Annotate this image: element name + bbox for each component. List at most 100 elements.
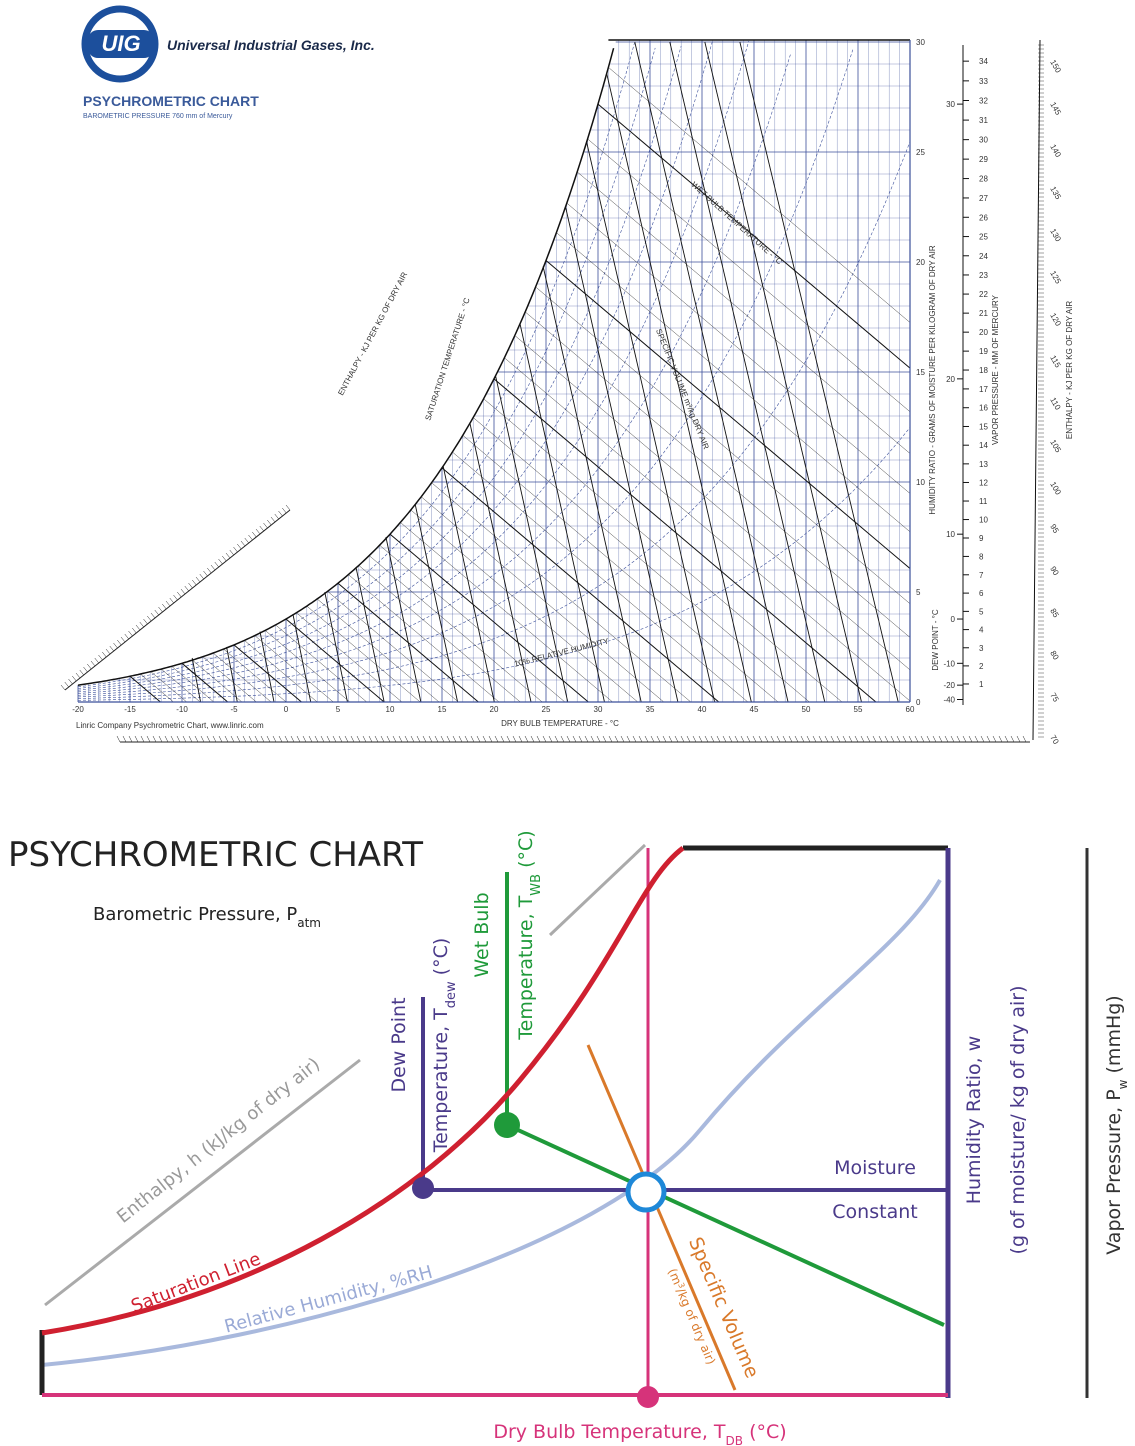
wet-bulb-line bbox=[597, 103, 911, 369]
dry-bulb-tick: -15 bbox=[124, 705, 136, 714]
humidity-ratio-tick: 30 bbox=[916, 38, 925, 47]
vapor-pressure-tick-label: 5 bbox=[979, 607, 984, 616]
psychrometric-chart: -20 -15 -10 -5 0 5 10 15 20 25 30 35 40 45 50 55 6005101… bbox=[60, 38, 1063, 746]
ruler-tick bbox=[254, 735, 259, 743]
wet-bulb-line bbox=[483, 398, 843, 703]
ruler-tick bbox=[134, 735, 139, 743]
ruler-tick bbox=[162, 603, 167, 610]
ruler-tick bbox=[225, 552, 231, 559]
dry-bulb-tick: 45 bbox=[750, 705, 759, 714]
text: Temperature, T bbox=[430, 1008, 452, 1153]
ruler-tick bbox=[722, 735, 727, 743]
vapor-pressure-tick-label: 34 bbox=[979, 57, 988, 66]
ruler-tick bbox=[248, 735, 253, 743]
ruler-tick bbox=[282, 507, 287, 514]
ruler-tick bbox=[68, 678, 73, 685]
ruler-tick bbox=[236, 735, 241, 743]
ruler-tick bbox=[380, 735, 385, 743]
ruler-tick bbox=[446, 735, 451, 743]
specific-volume-line bbox=[634, 41, 789, 703]
humidity-ratio-axis-title: HUMIDITY RATIO - GRAMS OF MOISTURE PER K… bbox=[928, 245, 937, 514]
wet-bulb-line bbox=[181, 662, 229, 703]
wet-bulb-diagonal bbox=[506, 1123, 945, 1327]
wet-bulb-line bbox=[233, 644, 302, 703]
ruler-tick bbox=[872, 735, 877, 743]
ruler-tick bbox=[524, 735, 529, 743]
vapor-pressure-tick-label: 25 bbox=[979, 233, 988, 242]
ruler-tick bbox=[237, 543, 242, 550]
ruler-tick bbox=[124, 633, 129, 640]
saturation-label: Saturation Line bbox=[128, 1249, 263, 1318]
ruler-tick bbox=[113, 642, 118, 649]
dew-point-tick-label: -40 bbox=[943, 696, 955, 705]
vapor-pressure-tick-label: 8 bbox=[979, 552, 984, 561]
specific-volume-line bbox=[191, 657, 202, 703]
ruler-tick bbox=[165, 600, 171, 607]
ruler-tick bbox=[530, 735, 535, 743]
wet-bulb-line bbox=[285, 618, 385, 703]
ruler-tick bbox=[154, 609, 159, 616]
wet-bulb-line bbox=[389, 533, 589, 703]
barometric-label: Barometric Pressure, Patm bbox=[93, 904, 321, 930]
enthalpy-tick-label: 105 bbox=[1048, 438, 1063, 455]
ruler-tick bbox=[824, 735, 829, 743]
ruler-tick bbox=[686, 735, 691, 743]
dew-point-axis-title: DEW POINT - °C bbox=[931, 609, 940, 670]
ruler-tick bbox=[416, 735, 421, 743]
humidity-ratio-label: Humidity Ratio, w bbox=[963, 1036, 985, 1205]
ruler-tick bbox=[1016, 735, 1021, 743]
ruler-tick bbox=[878, 735, 883, 743]
text: (°C) bbox=[743, 1421, 787, 1443]
enthalpy-tick-label: 85 bbox=[1048, 607, 1061, 620]
ruler-tick bbox=[620, 735, 625, 743]
ruler-tick bbox=[79, 669, 84, 676]
schematic-title: PSYCHROMETRIC CHART bbox=[8, 835, 423, 875]
ruler-tick bbox=[195, 576, 201, 583]
ruler-tick bbox=[290, 735, 295, 743]
specific-volume-line bbox=[739, 41, 899, 703]
wet-bulb-line bbox=[431, 482, 691, 703]
logo-ring bbox=[81, 5, 159, 83]
ruler-tick bbox=[214, 561, 219, 568]
ruler-tick bbox=[200, 735, 205, 743]
ruler-tick bbox=[326, 735, 331, 743]
ruler-tick bbox=[974, 735, 979, 743]
ruler-tick bbox=[560, 735, 565, 743]
specific-volume-line bbox=[519, 323, 605, 703]
ruler-tick bbox=[314, 735, 319, 743]
ruler-tick bbox=[218, 735, 223, 743]
subscript: dew bbox=[444, 981, 459, 1008]
vapor-pressure-tick-label: 7 bbox=[979, 571, 984, 580]
ruler-tick bbox=[860, 735, 865, 743]
ruler-tick bbox=[356, 735, 361, 743]
enthalpy-scale bbox=[1032, 39, 1041, 741]
ruler-tick bbox=[500, 735, 505, 743]
dry-bulb-tick: -10 bbox=[176, 705, 188, 714]
specific-volume-line bbox=[606, 72, 752, 703]
ruler-tick bbox=[222, 555, 227, 562]
vapor-pressure-tick-label: 2 bbox=[979, 662, 984, 671]
ruler-tick bbox=[428, 735, 433, 743]
ruler-tick bbox=[374, 735, 379, 743]
enthalpy-tick-label: 100 bbox=[1048, 480, 1063, 497]
ruler-tick bbox=[986, 735, 991, 743]
ruler-tick bbox=[992, 735, 997, 743]
saturation-label: SATURATION TEMPERATURE - °C bbox=[424, 297, 472, 422]
ruler-tick bbox=[980, 735, 985, 743]
ruler-tick bbox=[274, 513, 279, 520]
ruler-tick bbox=[194, 735, 199, 743]
ruler-tick bbox=[244, 537, 249, 544]
ruler-tick bbox=[206, 735, 211, 743]
ruler-tick bbox=[968, 735, 973, 743]
ruler-tick bbox=[259, 525, 264, 532]
ruler-tick bbox=[590, 735, 595, 743]
wet-bulb-line bbox=[535, 286, 911, 604]
specific-volume-line bbox=[495, 376, 569, 703]
ruler-tick bbox=[518, 735, 523, 743]
ruler-tick bbox=[854, 735, 859, 743]
ruler-tick bbox=[716, 735, 721, 743]
ruler-tick bbox=[842, 735, 847, 743]
wet-bulb-line bbox=[566, 202, 911, 494]
wet-bulb-line bbox=[244, 640, 318, 703]
ruler-tick bbox=[464, 735, 469, 743]
